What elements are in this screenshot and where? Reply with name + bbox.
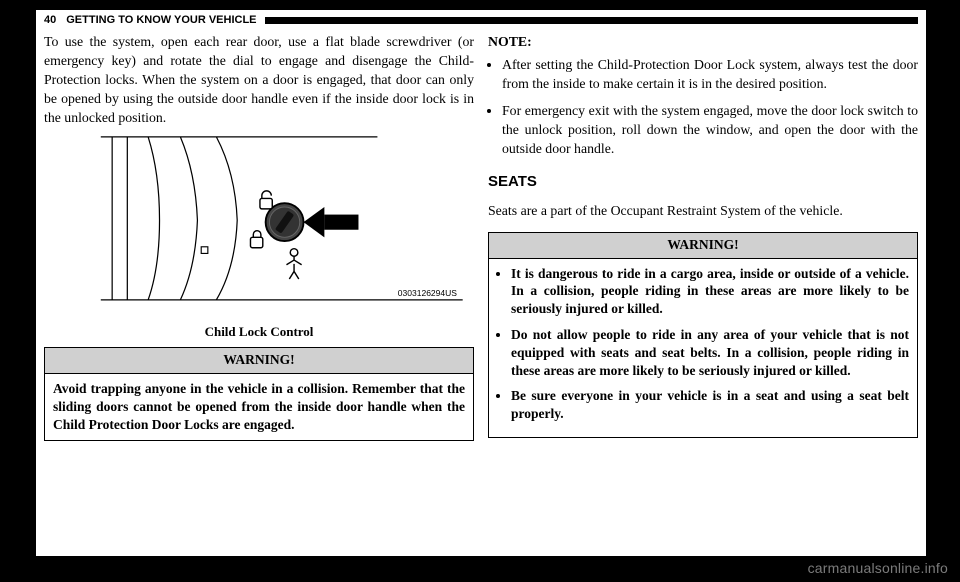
warning-title: WARNING! [489,232,918,258]
warning-item: It is dangerous to ride in a cargo area,… [511,265,909,318]
running-header: 40 GETTING TO KNOW YOUR VEHICLE [36,10,926,28]
warning-box-left: WARNING! Avoid trapping anyone in the ve… [44,347,474,441]
right-column: NOTE: After setting the Child-Protection… [488,32,918,548]
figure-refno: 0303126294US [398,288,458,298]
child-lock-illustration: 0303126294US [44,135,474,315]
header-rule [265,17,918,24]
note-item: After setting the Child-Protection Door … [502,55,918,93]
section-title: GETTING TO KNOW YOUR VEHICLE [66,14,256,26]
child-lock-figure: 0303126294US Child Lock Control [44,135,474,347]
warning-body: Avoid trapping anyone in the vehicle in … [45,373,474,441]
manual-page: 40 GETTING TO KNOW YOUR VEHICLE To use t… [36,10,926,556]
page-number: 40 [44,14,56,26]
warning-body-list: It is dangerous to ride in a cargo area,… [489,258,918,438]
warning-box-right: WARNING! It is dangerous to ride in a ca… [488,232,918,438]
warning-title: WARNING! [45,348,474,374]
note-list: After setting the Child-Protection Door … [488,55,918,166]
warning-item: Do not allow people to ride in any area … [511,326,909,379]
figure-caption: Child Lock Control [44,323,474,341]
warning-item: Be sure everyone in your vehicle is in a… [511,387,909,423]
note-item: For emergency exit with the system engag… [502,101,918,158]
note-label: NOTE: [488,34,532,49]
intro-paragraph: To use the system, open each rear door, … [44,32,474,127]
watermark: carmanualsonline.info [808,560,948,576]
seats-heading: SEATS [488,172,918,193]
page-columns: To use the system, open each rear door, … [36,28,926,556]
left-column: To use the system, open each rear door, … [44,32,474,548]
seats-intro: Seats are a part of the Occupant Restrai… [488,201,918,220]
